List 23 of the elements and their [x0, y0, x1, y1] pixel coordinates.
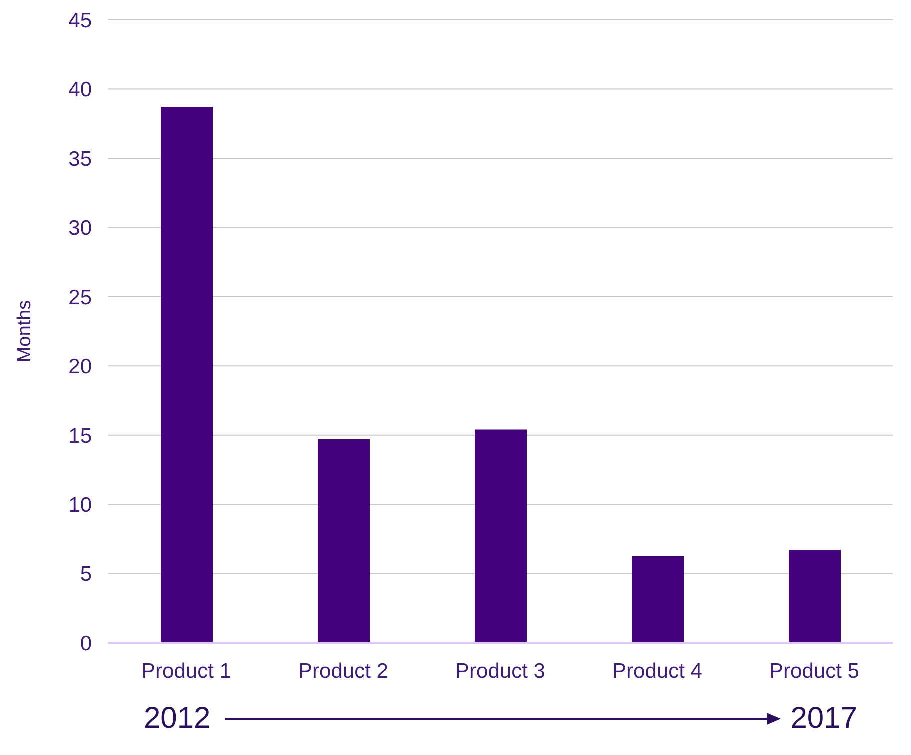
y-axis-title: Months — [14, 300, 36, 363]
text: 2012 — [144, 702, 211, 736]
text: 2017 — [790, 702, 858, 736]
y-tick-label: 40 — [68, 78, 92, 102]
x-tick-label: Product 1 — [142, 660, 232, 683]
y-tick-label: 25 — [68, 286, 92, 310]
bar — [318, 439, 370, 643]
y-tick-label: 10 — [68, 494, 92, 518]
y-tick-label: 15 — [68, 424, 92, 448]
bar — [161, 107, 213, 643]
bar — [475, 430, 527, 643]
y-tick-label: 35 — [68, 148, 92, 171]
x-tick-label: Product 3 — [456, 660, 546, 683]
y-tick-label: 30 — [68, 217, 92, 240]
x-tick-label: Product 4 — [612, 660, 703, 683]
x-tick-label: Product 2 — [298, 660, 388, 683]
bar — [789, 550, 841, 643]
bar — [632, 556, 684, 643]
x-tick-label: Product 5 — [770, 660, 860, 683]
y-tick-label: 5 — [80, 563, 92, 586]
y-tick-label: 20 — [68, 356, 92, 379]
y-tick-label: 45 — [68, 9, 92, 32]
y-tick-label: 0 — [80, 632, 92, 656]
